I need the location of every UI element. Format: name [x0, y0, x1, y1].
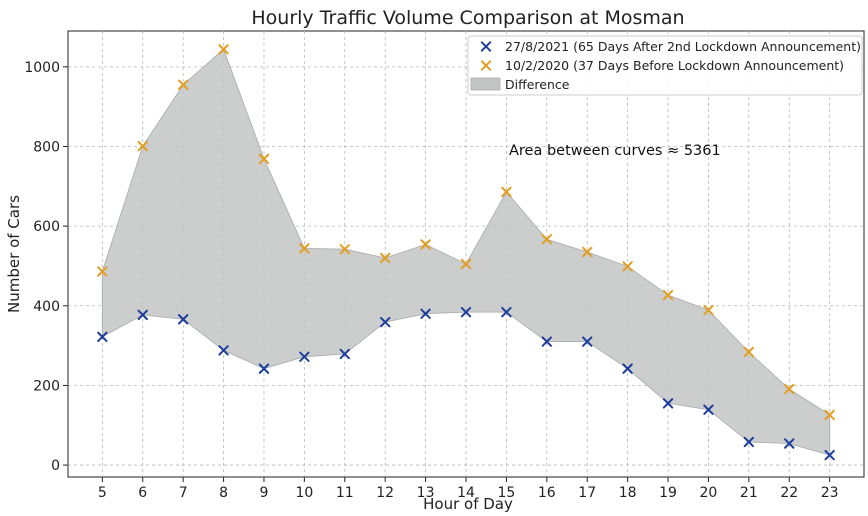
x-tick-label: 5 — [98, 485, 107, 501]
data-point-series-1 — [177, 314, 189, 325]
data-point-series-2 — [299, 243, 310, 254]
data-point-series-1 — [137, 309, 148, 321]
x-tick-label: 19 — [659, 485, 677, 501]
x-tick-label: 9 — [260, 485, 269, 501]
x-tick-label: 8 — [219, 485, 228, 501]
data-point-series-1 — [824, 449, 835, 461]
data-point-series-2 — [662, 289, 674, 301]
series-markers — [97, 44, 835, 461]
data-point-series-1 — [743, 436, 755, 448]
data-point-series-1 — [97, 331, 108, 343]
legend-marker-icon — [480, 41, 492, 52]
area-annotation: Area between curves ≈ 5361 — [509, 143, 721, 159]
data-point-series-2 — [97, 266, 108, 277]
data-point-series-1 — [339, 348, 350, 360]
x-tick-label: 12 — [376, 485, 394, 501]
data-point-series-1 — [379, 316, 391, 328]
y-tick-label: 0 — [51, 458, 60, 474]
x-tick-label: 13 — [417, 485, 435, 501]
data-point-series-1 — [622, 363, 633, 374]
data-point-series-1 — [218, 345, 229, 356]
data-point-series-2 — [460, 258, 472, 270]
data-point-series-2 — [218, 44, 229, 55]
data-point-series-2 — [582, 246, 593, 258]
x-tick-label: 23 — [821, 485, 839, 501]
x-tick-label: 10 — [295, 485, 313, 501]
x-tick-label: 22 — [780, 485, 798, 501]
legend-swatch-difference — [470, 77, 501, 91]
x-tick-label: 21 — [740, 485, 758, 501]
legend-label-difference: Difference — [505, 77, 570, 92]
axes: 5 6 7 8 9 10 11 12 13 14 15 16 17 18 19 20 21 22 23 0 200 400… — [24, 60, 838, 501]
data-point-series-2 — [784, 383, 795, 395]
data-point-series-2 — [743, 346, 755, 358]
legend: 27/8/2021 (65 Days After 2nd Lockdown An… — [467, 35, 863, 96]
data-point-series-2 — [258, 153, 270, 165]
legend-box — [467, 35, 863, 96]
data-point-series-1 — [501, 306, 512, 318]
data-point-series-1 — [703, 404, 714, 415]
x-tick-label: 16 — [538, 485, 556, 501]
data-point-series-2 — [339, 244, 350, 255]
data-point-series-2 — [420, 239, 431, 250]
data-point-series-2 — [501, 186, 512, 198]
legend-label-series-2: 10/2/2020 (37 Days Before Lockdown Annou… — [505, 58, 844, 73]
x-axis-label: Hour of Day — [423, 495, 513, 513]
data-point-series-2 — [177, 79, 189, 90]
legend-label-series-1: 27/8/2021 (65 Days After 2nd Lockdown An… — [505, 39, 861, 54]
data-point-series-1 — [420, 308, 431, 319]
data-point-series-2 — [137, 140, 148, 152]
x-tick-label: 15 — [497, 485, 515, 501]
x-tick-label: 6 — [138, 485, 147, 501]
data-point-series-2 — [379, 252, 391, 264]
x-tick-label: 20 — [700, 485, 718, 501]
data-point-series-1 — [784, 438, 795, 449]
y-tick-label: 400 — [33, 299, 60, 315]
y-tick-label: 1000 — [24, 60, 60, 76]
data-point-series-2 — [824, 409, 835, 421]
y-tick-label: 200 — [33, 378, 60, 394]
data-point-series-1 — [299, 351, 310, 362]
data-point-series-2 — [541, 234, 553, 245]
y-tick-label: 800 — [33, 139, 60, 155]
y-axis-label: Number of Cars — [5, 195, 23, 313]
x-tick-label: 18 — [619, 485, 637, 501]
legend-marker-series-1 — [480, 41, 492, 52]
data-point-series-2 — [622, 261, 633, 272]
chart-title: Hourly Traffic Volume Comparison at Mosm… — [251, 7, 684, 29]
x-tick-label: 7 — [179, 485, 188, 501]
data-point-series-2 — [703, 304, 714, 316]
data-point-series-1 — [541, 336, 553, 347]
x-tick-label: 11 — [336, 485, 354, 501]
data-point-series-1 — [582, 336, 593, 347]
legend-marker-series-2 — [480, 60, 492, 71]
x-tick-label: 17 — [578, 485, 596, 501]
x-tick-label: 14 — [457, 485, 475, 501]
data-point-series-1 — [258, 363, 270, 374]
y-tick-label: 600 — [33, 219, 60, 235]
data-point-series-1 — [662, 398, 674, 409]
legend-marker-icon — [480, 60, 492, 71]
data-point-series-1 — [460, 306, 472, 318]
